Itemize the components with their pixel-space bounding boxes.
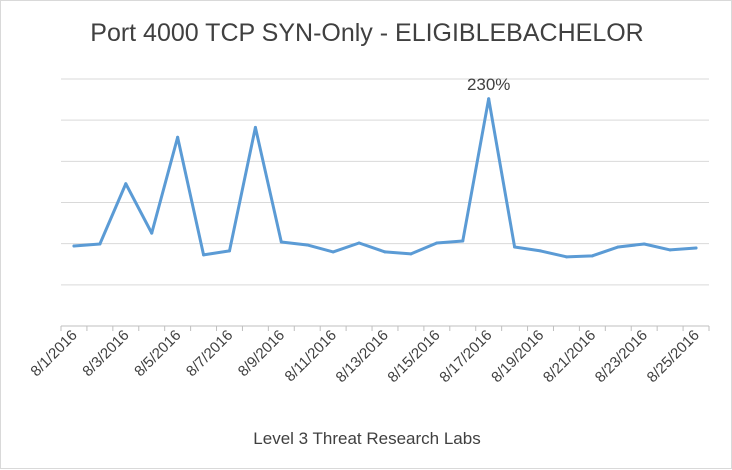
- x-tick-label: 8/23/2016: [592, 327, 651, 386]
- x-tick-label: 8/11/2016: [282, 327, 340, 385]
- data-point: [279, 240, 283, 244]
- data-point: [564, 255, 568, 259]
- x-tick-label: 8/25/2016: [644, 327, 703, 386]
- data-point: [253, 125, 257, 129]
- data-point: [409, 252, 413, 256]
- x-tick-label: 8/21/2016: [540, 327, 599, 386]
- data-point: [539, 249, 543, 253]
- data-point: [305, 243, 309, 247]
- x-tick-label: 8/19/2016: [488, 327, 547, 386]
- data-point: [331, 250, 335, 254]
- data-point: [461, 239, 465, 243]
- data-point: [616, 245, 620, 249]
- data-point: [150, 231, 154, 235]
- chart-title: Port 4000 TCP SYN-Only - ELIGIBLEBACHELO…: [90, 19, 644, 47]
- data-point: [513, 245, 517, 249]
- data-point: [435, 241, 439, 245]
- data-point: [668, 248, 672, 252]
- x-tick-label: 8/5/2016: [131, 327, 184, 380]
- data-point: [227, 249, 231, 253]
- data-point: [72, 244, 76, 248]
- x-tick-label: 8/15/2016: [384, 327, 443, 386]
- series-line: [72, 97, 698, 259]
- x-tick-label: 8/3/2016: [79, 327, 132, 380]
- x-tick-label: 8/13/2016: [333, 327, 392, 386]
- data-point: [124, 182, 128, 186]
- data-point: [98, 242, 102, 246]
- data-point: [694, 246, 698, 250]
- data-point: [176, 135, 180, 139]
- x-tick-label: 8/1/2016: [27, 327, 80, 380]
- data-point: [642, 242, 646, 246]
- data-point: [383, 250, 387, 254]
- data-label: 230%: [467, 75, 510, 94]
- x-tick-label: 8/7/2016: [183, 327, 236, 380]
- x-tick-label: 8/17/2016: [436, 327, 495, 386]
- data-point: [487, 97, 491, 101]
- x-tick-label: 8/9/2016: [235, 327, 288, 380]
- chart-caption: Level 3 Threat Research Labs: [253, 429, 481, 448]
- data-point: [590, 254, 594, 258]
- data-point: [202, 253, 206, 257]
- data-point: [357, 241, 361, 245]
